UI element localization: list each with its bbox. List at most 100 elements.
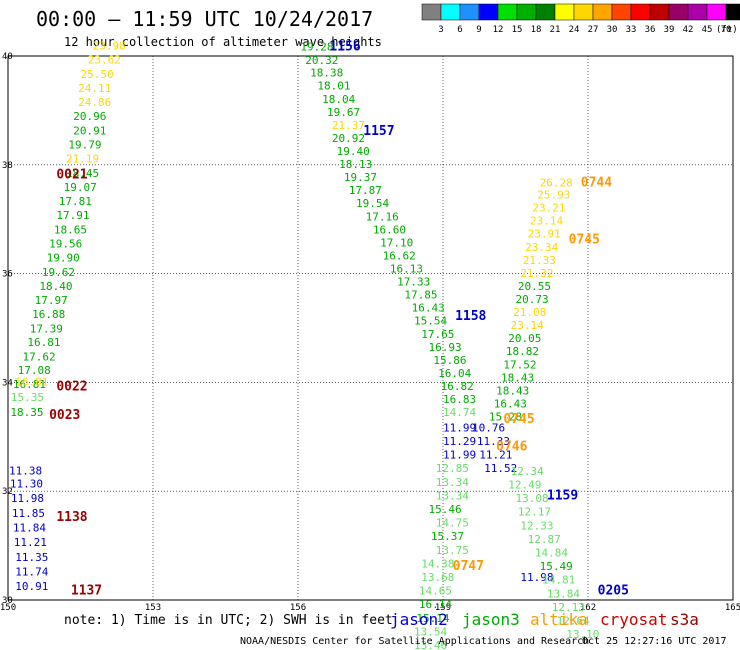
wave-height-label: 21.33 [523, 254, 556, 267]
wave-height-label: 16.60 [373, 223, 406, 236]
colorbar-swatch [478, 3, 499, 21]
wave-height-label: 13.68 [421, 571, 454, 584]
colorbar-swatch [535, 3, 556, 21]
wave-height-label: 11.74 [15, 566, 48, 579]
wave-height-label: 11.29 [443, 435, 476, 448]
wave-height-label: 12.85 [436, 462, 469, 475]
y-tick-label: 36 [2, 270, 13, 280]
wave-height-label: 12.64 [557, 614, 590, 627]
colorbar-tick-label: 6 [457, 25, 462, 35]
colorbar-tick-label: 3 [438, 25, 443, 35]
colorbar-unit: (ft) [716, 25, 738, 35]
wave-height-label: 25.93 [537, 189, 570, 202]
wave-height-label: 11.84 [13, 521, 46, 534]
wave-height-label: 20.92 [332, 132, 365, 145]
wave-height-label: 15.46 [429, 503, 462, 516]
wave-height-label: 12.34 [511, 465, 544, 478]
wave-height-label: 20.05 [508, 332, 541, 345]
colorbar-tick-label: 18 [531, 25, 542, 35]
satellite-legend: jason2 jason3 altika cryosat s3a [390, 610, 699, 629]
y-tick-label: 34 [2, 378, 13, 388]
wave-height-label: 16.04 [438, 367, 471, 380]
wave-height-label: 23.14 [511, 319, 544, 332]
wave-height-label: 15.35 [11, 391, 44, 404]
y-tick-labels: 30 32 34 36 38 40 [2, 52, 13, 606]
legend-entry-jason3: jason3 [462, 610, 520, 629]
colorbar-tick-label: 15 [512, 25, 523, 35]
wave-height-label: 20.96 [73, 110, 106, 123]
wave-height-label: 21.19 [66, 153, 99, 166]
wave-height-label: 19.54 [356, 197, 389, 210]
wave-height-label: 10.76 [472, 421, 505, 434]
wave-height-label: 15.14 [416, 612, 449, 625]
colorbar-tick-label: 39 [664, 25, 675, 35]
colorbar-tick-label: 42 [683, 25, 694, 35]
pass-time-label: 1138 [56, 510, 87, 525]
wave-height-label: 19.37 [344, 171, 377, 184]
colorbar-swatch [497, 3, 518, 21]
wave-height-label: 11.98 [11, 492, 44, 505]
wave-height-label: 17.33 [397, 276, 430, 289]
wave-height-label: 21.37 [332, 119, 365, 132]
colorbar-tick-label: 33 [626, 25, 637, 35]
colorbar-legend: 3 6 9 12 15 18 21 24 27 30 33 36 39 42 45 70(ft) [421, 3, 740, 35]
wave-height-label: 19.90 [47, 252, 80, 265]
wave-height-label: 18.40 [39, 280, 72, 293]
wave-height-label: 20.32 [305, 54, 338, 67]
wave-height-label: 23.14 [530, 215, 563, 228]
wave-height-label: 15.28 [489, 410, 522, 423]
wave-height-label: 16.13 [390, 263, 423, 276]
wave-height-label: 23.91 [528, 228, 561, 241]
footer-note: note: 1) Time is in UTC; 2) SWH is in fe… [64, 613, 393, 628]
legend-entry-s3a: s3a [670, 610, 699, 629]
wave-height-label: 16.88 [32, 308, 65, 321]
wave-height-label: 14.75 [436, 517, 469, 530]
pass-time-label: 0746 [496, 439, 527, 454]
wave-height-label: 13.34 [436, 476, 469, 489]
pass-time-label: 0747 [453, 559, 484, 574]
pass-time-label: 0745 [569, 233, 600, 248]
wave-height-label: 10.91 [15, 580, 48, 593]
wave-height-label: 18.13 [339, 158, 372, 171]
wave-height-label: 13.54 [414, 625, 447, 638]
wave-height-label: 18.43 [496, 384, 529, 397]
wave-height-label: 17.85 [404, 289, 437, 302]
wave-height-label: 20.55 [518, 280, 551, 293]
footer-timestamp: Oct 25 12:27:16 UTC 2017 [582, 636, 727, 647]
pass-time-label: 1137 [71, 584, 102, 599]
pass-time-label: 0744 [581, 176, 612, 191]
x-tick-label: 162 [580, 603, 596, 613]
wave-height-label: 15.86 [433, 354, 466, 367]
colorbar-swatch [668, 3, 689, 21]
x-tick-label: 165 [725, 603, 740, 613]
wave-height-label: 23.62 [88, 54, 121, 67]
wave-height-label: 13.46 [414, 639, 447, 650]
colorbar-swatch [440, 3, 461, 21]
gridlines [8, 56, 733, 600]
wave-height-label: 18.04 [322, 93, 355, 106]
wave-height-label: 19.28 [300, 41, 333, 54]
wave-height-label: 14.81 [542, 574, 575, 587]
wave-height-label: 14.84 [535, 546, 568, 559]
wave-height-label: 18.35 [10, 406, 43, 419]
wave-height-label: 11.30 [10, 477, 43, 490]
x-tick-label: 159 [435, 603, 451, 613]
wave-height-label: 15.49 [540, 560, 573, 573]
x-tick-label: 156 [290, 603, 306, 613]
colorbar-swatch [611, 3, 632, 21]
wave-height-label: 16.81 [13, 378, 46, 391]
wave-height-label: 15.37 [431, 530, 464, 543]
wave-height-label: 17.16 [366, 210, 399, 223]
wave-height-label: 16.81 [27, 336, 60, 349]
colorbar-swatch [592, 3, 613, 21]
wave-height-label: 19.79 [68, 138, 101, 151]
wave-height-label: 12.17 [518, 506, 551, 519]
wave-height-label: 23.21 [532, 202, 565, 215]
wave-height-label: 12.87 [528, 533, 561, 546]
wave-height-label: 17.91 [56, 209, 89, 222]
wave-height-label: 17.62 [23, 351, 56, 364]
wave-height-label: 18.45 [66, 167, 99, 180]
wave-height-label: 17.97 [35, 294, 68, 307]
wave-height-label: 16.83 [443, 393, 476, 406]
pass-time-label: 1156 [329, 40, 360, 55]
